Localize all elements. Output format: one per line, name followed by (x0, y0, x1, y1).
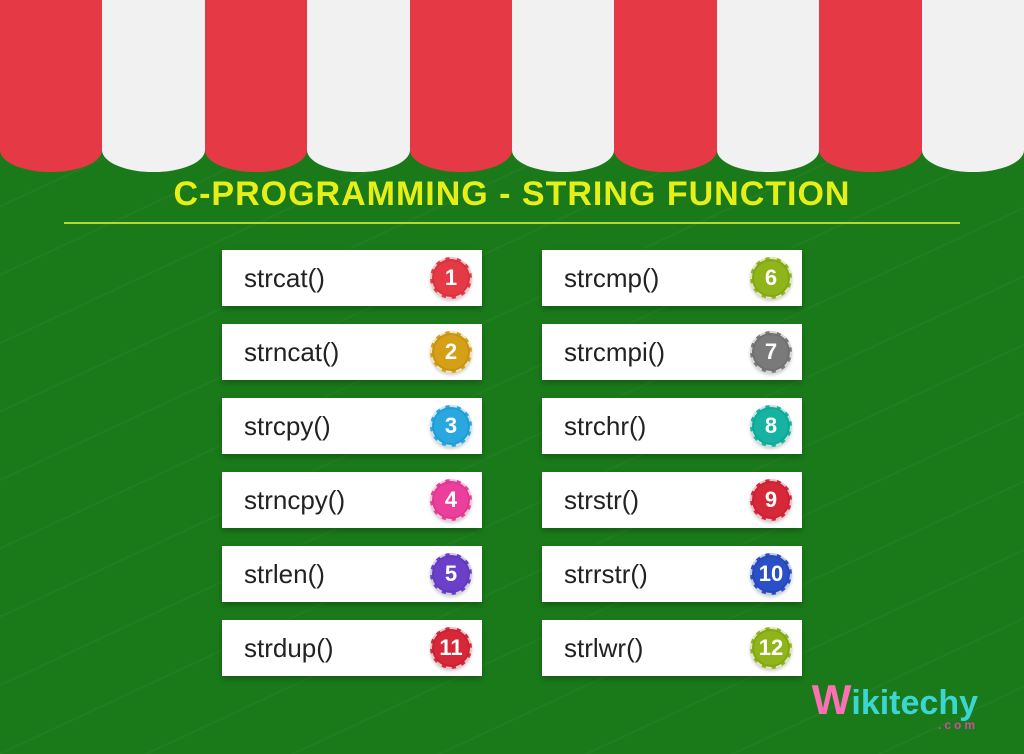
function-label: strcmp() (564, 263, 750, 294)
function-label: strcpy() (244, 411, 430, 442)
logo-rest: ikitechy (851, 684, 978, 722)
function-item: strlen()5 (222, 546, 482, 602)
column-left: strcat()1strncat()2strcpy()3strncpy()4st… (222, 250, 482, 676)
number-badge: 12 (750, 627, 792, 669)
function-label: strchr() (564, 411, 750, 442)
function-item: strncat()2 (222, 324, 482, 380)
number-badge: 2 (430, 331, 472, 373)
function-label: strrstr() (564, 559, 750, 590)
function-label: strncat() (244, 337, 430, 368)
logo-first-letter: W (812, 676, 852, 723)
function-label: strdup() (244, 633, 430, 664)
function-item: strcmpi()7 (542, 324, 802, 380)
function-item: strrstr()10 (542, 546, 802, 602)
number-badge: 4 (430, 479, 472, 521)
function-item: strlwr()12 (542, 620, 802, 676)
number-badge: 7 (750, 331, 792, 373)
function-label: strlwr() (564, 633, 750, 664)
number-badge: 3 (430, 405, 472, 447)
logo: Wikitechy .com (812, 676, 978, 732)
function-label: strcmpi() (564, 337, 750, 368)
number-badge: 1 (430, 257, 472, 299)
function-item: strcpy()3 (222, 398, 482, 454)
function-item: strchr()8 (542, 398, 802, 454)
column-right: strcmp()6strcmpi()7strchr()8strstr()9str… (542, 250, 802, 676)
function-item: strncpy()4 (222, 472, 482, 528)
number-badge: 8 (750, 405, 792, 447)
function-label: strlen() (244, 559, 430, 590)
function-grid: strcat()1strncat()2strcpy()3strncpy()4st… (0, 250, 1024, 676)
number-badge: 9 (750, 479, 792, 521)
awning-decoration (0, 0, 1024, 150)
function-item: strstr()9 (542, 472, 802, 528)
number-badge: 11 (430, 627, 472, 669)
number-badge: 10 (750, 553, 792, 595)
function-label: strcat() (244, 263, 430, 294)
function-item: strcat()1 (222, 250, 482, 306)
function-label: strncpy() (244, 485, 430, 516)
function-item: strdup()11 (222, 620, 482, 676)
title-underline (64, 222, 960, 224)
number-badge: 5 (430, 553, 472, 595)
function-item: strcmp()6 (542, 250, 802, 306)
page-title: C-PROGRAMMING - STRING FUNCTION (174, 175, 851, 214)
number-badge: 6 (750, 257, 792, 299)
function-label: strstr() (564, 485, 750, 516)
